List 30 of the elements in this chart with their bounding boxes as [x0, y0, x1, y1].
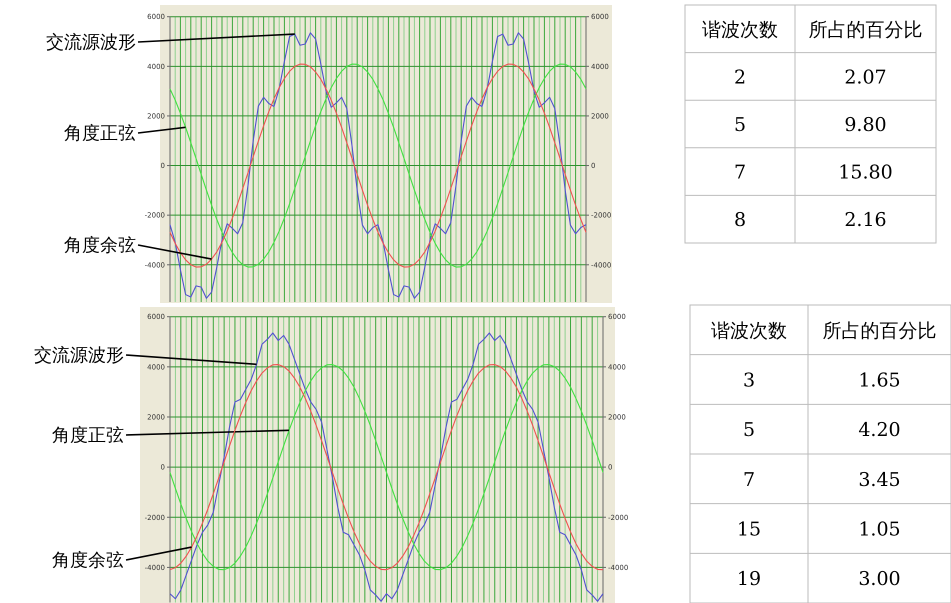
text: 1.65: [858, 370, 901, 392]
text: 2.16: [844, 209, 887, 232]
text: 所占的百分比: [808, 18, 922, 41]
category-label: 5: [742, 419, 756, 442]
category-label: 7: [742, 468, 756, 491]
category-label: 5: [734, 114, 746, 136]
text: 谐波次数: [711, 320, 787, 342]
text: 2.07: [844, 66, 887, 88]
text: 交流源波形: [34, 345, 124, 366]
text: 3.45: [858, 468, 901, 491]
text: 角度余弦: [52, 550, 124, 571]
text: 1.05: [858, 518, 901, 540]
category-label: 8: [734, 209, 746, 232]
text: 3.00: [858, 568, 901, 590]
line-series: [169, 64, 587, 268]
text: 4.20: [858, 419, 901, 442]
category-label: 2: [734, 66, 746, 88]
line-series: [169, 364, 604, 570]
text: 角度正弦: [52, 425, 124, 446]
series-label: 角度余弦: [64, 235, 136, 256]
category-label: 7: [734, 162, 746, 184]
text: 交流源波形: [46, 32, 136, 53]
category-label: 15: [736, 518, 762, 540]
category-label: 3: [742, 370, 756, 392]
text: 9.80: [844, 114, 887, 136]
text: 15.80: [838, 162, 893, 184]
text: 角度正弦: [64, 123, 136, 144]
text: 所占的百分比: [822, 320, 936, 342]
text: 谐波次数: [702, 18, 778, 41]
category-label: 19: [736, 568, 762, 590]
